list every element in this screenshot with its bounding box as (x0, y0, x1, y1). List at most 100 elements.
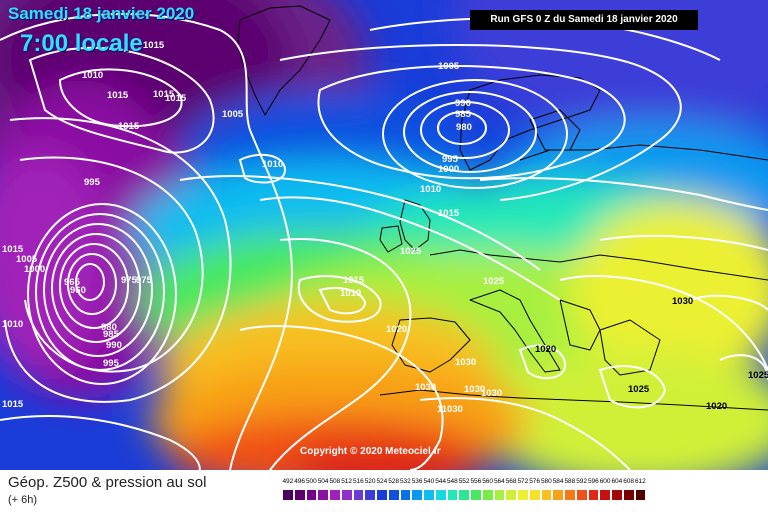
scale-swatch (317, 489, 329, 501)
isobar-label: 965 (64, 277, 81, 288)
isobar-label: 1015 (438, 208, 460, 219)
isobar-label: 995 (84, 177, 101, 188)
scale-swatch (470, 489, 482, 501)
scale-label: 500 (305, 478, 317, 485)
scale-label: 596 (587, 478, 599, 485)
scale-swatch (458, 489, 470, 501)
scale-swatch (446, 489, 459, 501)
parameter-title: Géop. Z500 & pression au sol (8, 474, 207, 491)
scale-label: 556 (470, 478, 482, 485)
isobar-label: 1020 (706, 401, 727, 412)
isobar-label: 1030 (415, 382, 436, 393)
scale-swatch (622, 489, 635, 501)
color-scale-swatches (282, 489, 752, 501)
scale-label: 508 (329, 478, 341, 485)
scale-label: 512 (341, 478, 353, 485)
scale-label: 608 (623, 478, 635, 485)
scale-label: 564 (493, 478, 505, 485)
scale-label: 528 (388, 478, 400, 485)
isobar-label: 980 (101, 322, 117, 333)
scale-swatch (282, 489, 294, 501)
scale-label: 492 (282, 478, 294, 485)
isobar-label: 1010 (262, 159, 283, 170)
scale-label: 540 (423, 478, 435, 485)
isobar-label: 1000 (24, 264, 45, 275)
scale-swatch (540, 489, 553, 501)
isobar-label: 1015 (143, 40, 165, 51)
forecast-step: (+ 6h) (8, 494, 38, 506)
isobar-label: 995 (442, 154, 459, 165)
scale-label: 548 (446, 478, 458, 485)
scale-label: 580 (540, 478, 552, 485)
isobar-label: 1015 (153, 89, 175, 100)
scale-swatch (481, 489, 494, 501)
isobar-label: 1015 (2, 399, 24, 410)
copyright-text: Copyright © 2020 Meteociel.fr (300, 446, 441, 457)
isobar-label: 995 (103, 358, 120, 369)
isobar-label: 1025 (400, 246, 422, 257)
scale-swatch (493, 489, 506, 501)
isobar-label: 1010 (82, 70, 103, 81)
scale-swatch (340, 489, 353, 501)
scale-label: 496 (294, 478, 306, 485)
scale-swatch (305, 489, 318, 501)
isobar-label: 1015 (2, 244, 24, 255)
isobar-label: 1005 (16, 254, 38, 265)
map-footer: Géop. Z500 & pression au sol (+ 6h) 492 4… (0, 470, 768, 512)
coastlines (237, 5, 768, 411)
scale-swatch (634, 489, 647, 501)
isobar-label: 11030 (437, 404, 463, 415)
isobar-label: 985 (103, 329, 120, 340)
isobar-label: 1025 (628, 384, 650, 395)
scale-swatch (575, 489, 588, 501)
isobar-label: 1025 (483, 276, 505, 287)
scale-swatch (528, 489, 541, 501)
scale-swatch (517, 489, 529, 501)
isobar-label: 1010 (420, 184, 441, 195)
scale-label: 600 (599, 478, 611, 485)
isobar-label: 975 (121, 275, 138, 286)
scale-label: 552 (458, 478, 470, 485)
isobar-label: 1020 (535, 344, 556, 355)
isobar-label: 1030 (672, 296, 693, 307)
scale-swatch (505, 489, 517, 501)
isobar-label: 1000 (438, 164, 459, 175)
isobar-label: 1005 (222, 109, 244, 120)
isobar-label: 1015 (118, 121, 140, 132)
color-scale-labels: 492 496 500 504 508 512 516 520 524 528 532 536 540 5… (282, 478, 752, 488)
scale-label: 560 (482, 478, 494, 485)
isobar-label: 1010 (340, 288, 361, 299)
isobar-label: 960 (70, 285, 86, 296)
scale-label: 588 (564, 478, 576, 485)
scale-label: 532 (399, 478, 411, 485)
isobar-label: 1030 (455, 357, 476, 368)
local-time: 7:00 locale (20, 30, 143, 57)
scale-swatch (587, 489, 600, 501)
scale-swatch (376, 489, 388, 501)
scale-label: 568 (505, 478, 517, 485)
scale-swatch (364, 489, 376, 501)
isobars (0, 12, 768, 470)
scale-swatch (552, 489, 564, 501)
color-scale-legend: 492 496 500 504 508 512 516 520 524 528 532 536 540 5… (282, 478, 752, 501)
scale-label: 604 (611, 478, 623, 485)
scale-swatch (434, 489, 447, 501)
scale-swatch (387, 489, 400, 501)
scale-label: 592 (576, 478, 588, 485)
scale-swatch (399, 489, 412, 501)
scale-swatch (611, 489, 623, 501)
scale-label: 572 (517, 478, 529, 485)
scale-swatch (293, 489, 306, 501)
isobar-label: 1005 (438, 61, 460, 72)
isobar-label: 985 (455, 109, 472, 120)
scale-label: 516 (352, 478, 364, 485)
scale-swatch (423, 489, 435, 501)
isobar-label: 975 (136, 275, 153, 286)
isobar-label: 1015 (107, 90, 129, 101)
scale-swatch (411, 489, 423, 501)
isobar-label: 1010 (2, 319, 23, 330)
